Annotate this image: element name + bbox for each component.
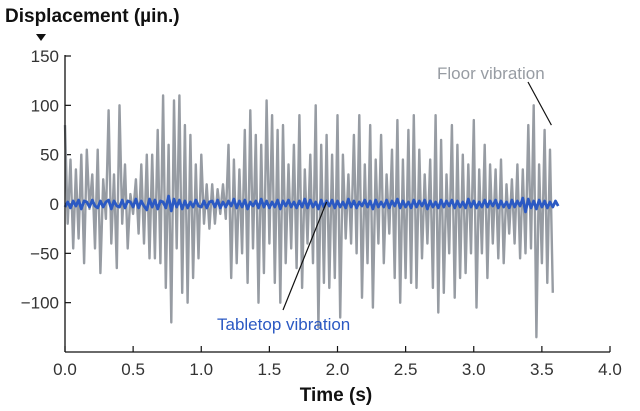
y-axis-title: Displacement (µin.) — [5, 6, 180, 27]
floor-vibration-label: Floor vibration — [437, 64, 545, 83]
x-tick-label: 2.5 — [394, 360, 418, 379]
x-tick-label: 3.5 — [530, 360, 554, 379]
y-tick-label: 100 — [31, 96, 59, 115]
x-tick-label: 1.0 — [189, 360, 213, 379]
y-tick-label: 150 — [31, 47, 59, 66]
y-tick-label: −100 — [21, 294, 59, 313]
floor-vibration-series-line — [63, 94, 554, 339]
tabletop-vibration-label: Tabletop vibration — [217, 315, 350, 334]
series-layer — [63, 94, 560, 339]
x-tick-label: 1.5 — [258, 360, 282, 379]
x-tick-label: 0.5 — [121, 360, 145, 379]
floor-vibration-leader-line — [527, 81, 552, 126]
x-axis-ticks: 0.0 0.5 1.0 1.5 2.0 2.5 3.0 3.5 4.0 — [53, 346, 622, 379]
tabletop-vibration-leader-line — [282, 201, 328, 311]
x-tick-label: 2.0 — [326, 360, 350, 379]
annotation-layer: Floor vibration Tabletop vibration — [217, 64, 552, 334]
y-tick-label: −50 — [30, 244, 59, 263]
y-tick-label: 50 — [40, 146, 59, 165]
y-axis-marker-icon — [36, 34, 46, 41]
x-tick-label: 0.0 — [53, 360, 77, 379]
x-tick-label: 3.0 — [462, 360, 486, 379]
x-axis-title: Time (s) — [300, 385, 373, 406]
tabletop-vibration-series-line — [63, 194, 560, 214]
y-axis-ticks: 150 100 50 0 −50 −100 — [21, 47, 71, 313]
y-tick-label: 0 — [50, 195, 59, 214]
x-tick-label: 4.0 — [598, 360, 622, 379]
